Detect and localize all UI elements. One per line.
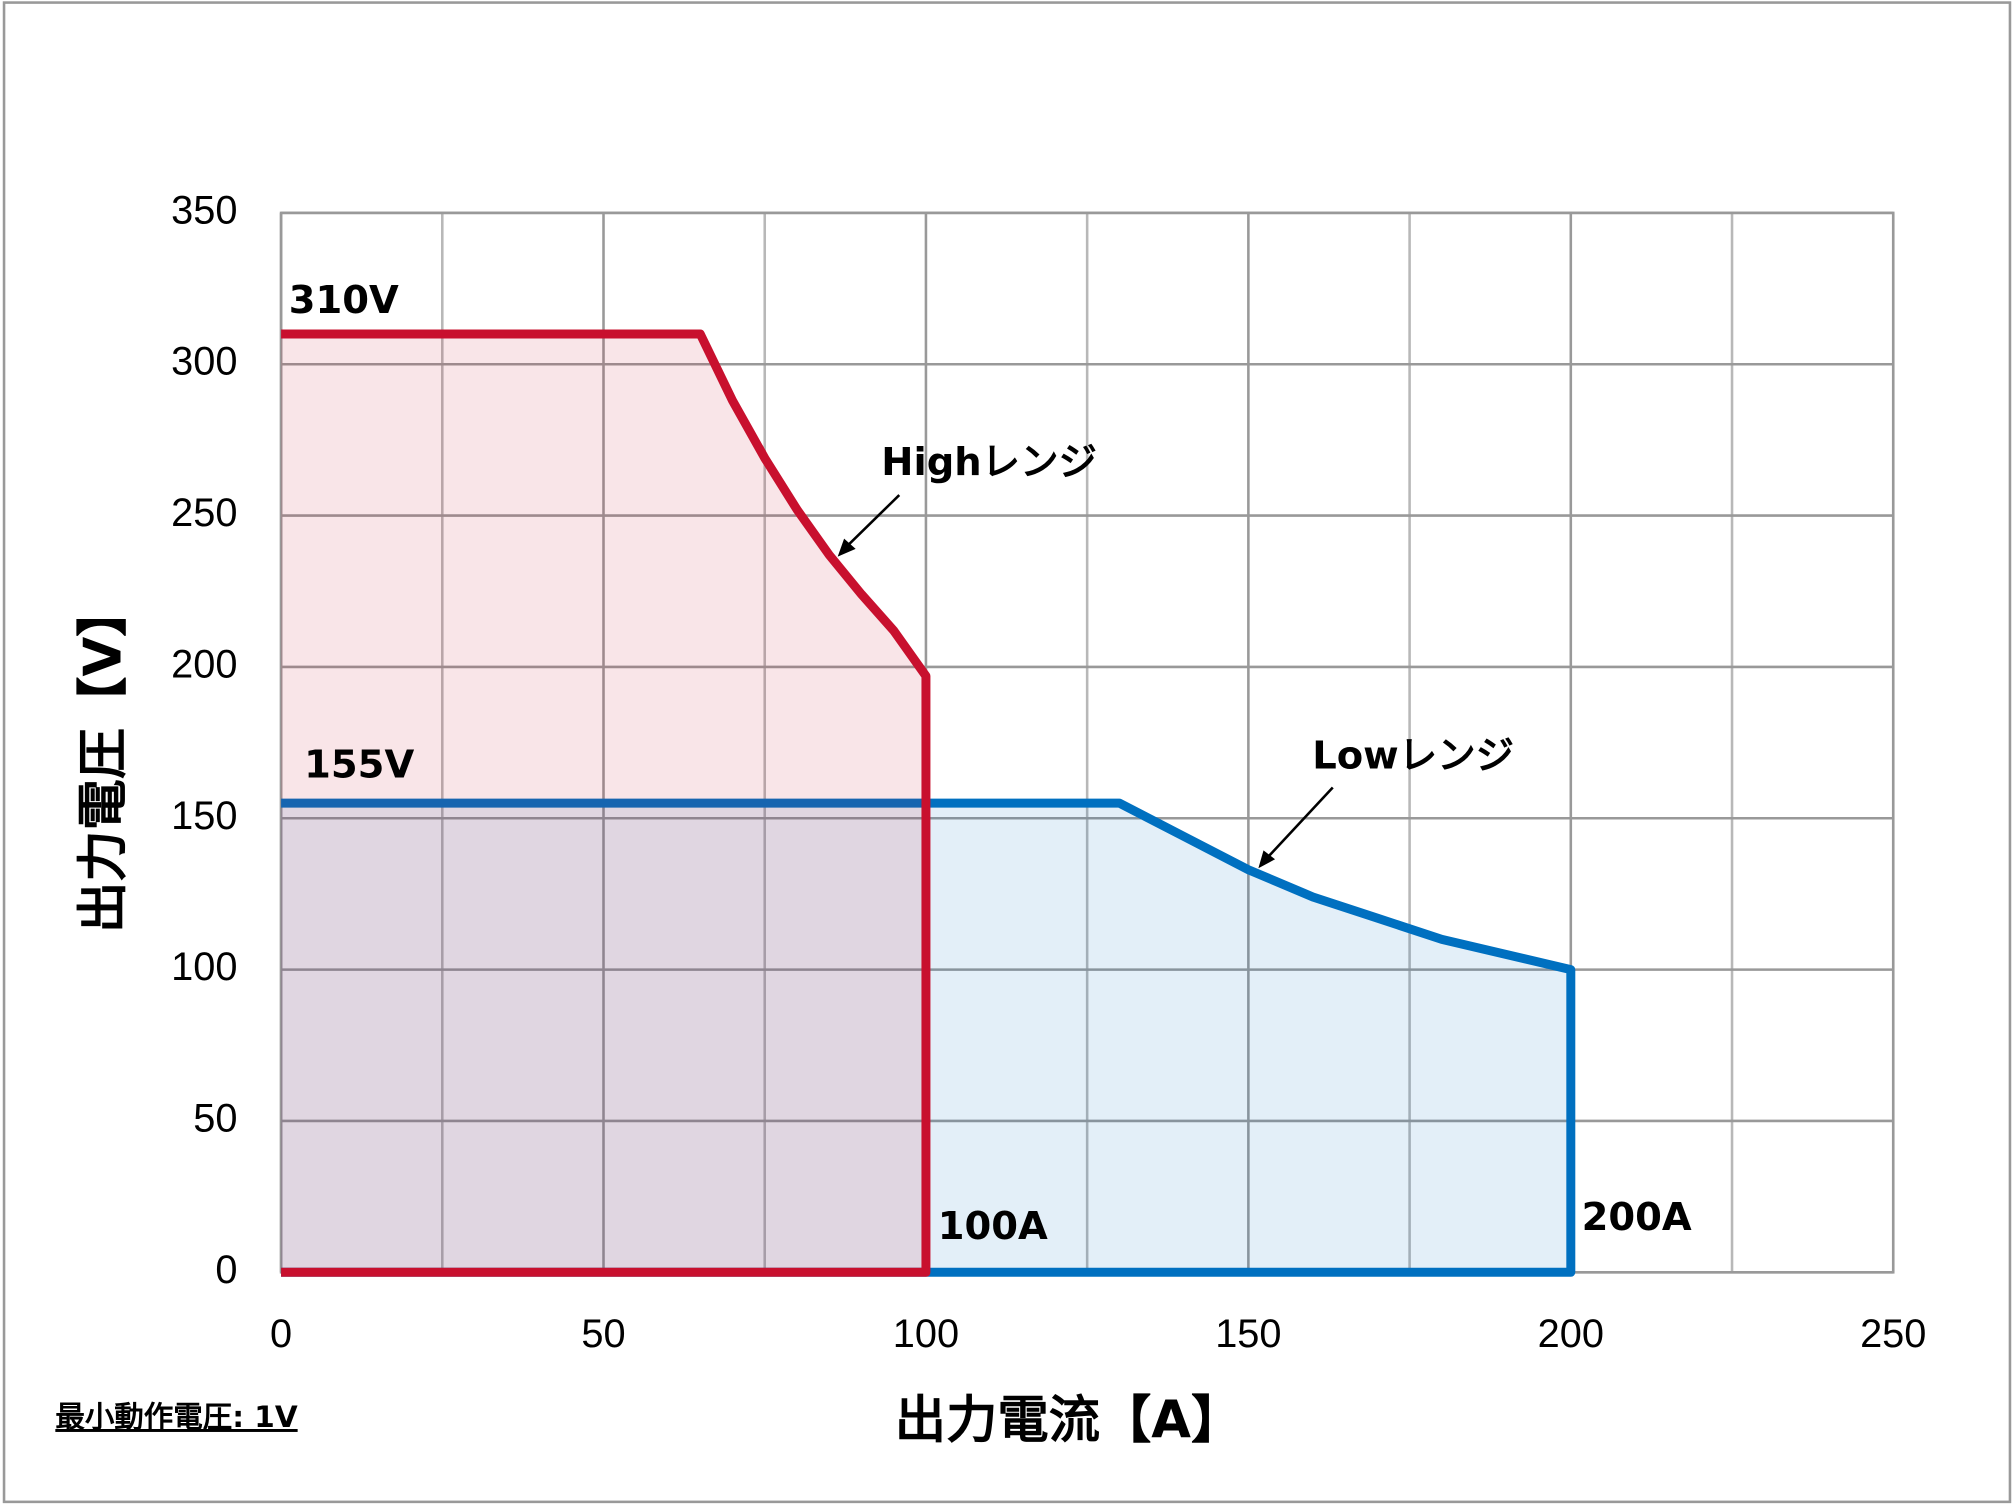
x-tick-label: 100: [893, 1312, 959, 1356]
x-tick-label: 250: [1860, 1312, 1926, 1356]
y-tick-label: 100: [171, 945, 237, 989]
marks: [281, 329, 1576, 1277]
y-tick-label: 0: [215, 1248, 237, 1292]
arrow-head: [837, 538, 856, 557]
annotation: 200A: [1582, 1195, 1692, 1240]
note: 最小動作電圧: 1V: [55, 1400, 297, 1434]
area-outline: [281, 798, 1576, 1277]
annotation: 155V: [304, 742, 414, 787]
y-tick-label: 200: [171, 642, 237, 686]
series-label: Lowレンジ: [1312, 733, 1514, 778]
area-outline: [281, 329, 931, 1277]
area-fill: [281, 333, 926, 1273]
y-axis-title: 出力電圧【V】: [74, 586, 134, 933]
y-tick-label: 50: [193, 1096, 237, 1140]
y-tick-label: 300: [171, 340, 237, 384]
arrow: [1261, 786, 1334, 865]
annotation: 100A: [938, 1204, 1048, 1249]
x-tick-label: 50: [581, 1312, 625, 1356]
arrow-head: [1258, 850, 1276, 869]
arrow: [839, 494, 901, 554]
annotation: 310V: [289, 278, 399, 323]
x-tick-label: 150: [1215, 1312, 1281, 1356]
y-tick-label: 350: [171, 188, 237, 232]
series-label: Highレンジ: [881, 440, 1097, 485]
y-tick-label: 150: [171, 794, 237, 838]
x-axis-title: 出力電流【A】: [895, 1391, 1242, 1451]
y-tick-label: 250: [171, 491, 237, 535]
x-tick-label: 0: [270, 1312, 292, 1356]
x-tick-label: 200: [1538, 1312, 1604, 1356]
